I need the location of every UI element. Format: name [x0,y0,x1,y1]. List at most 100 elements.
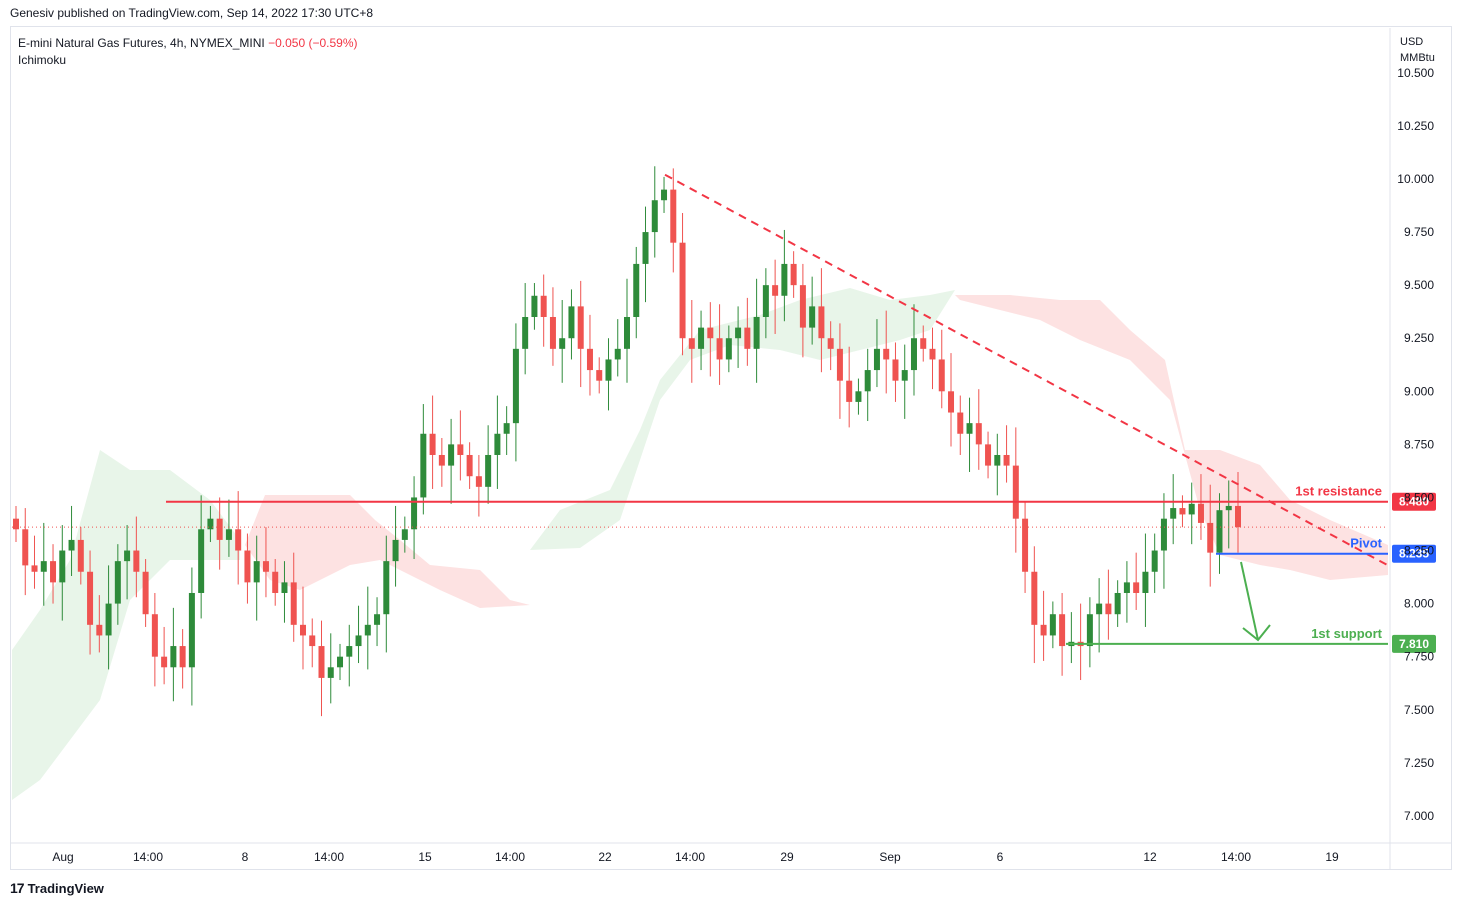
support-price-tag-bg [1392,634,1436,653]
chart-frame [10,26,1452,870]
candle-body [920,338,927,349]
candle-body [827,338,834,349]
candle [1022,501,1029,593]
candle-body [364,624,371,636]
y-tick-label: 9.500 [1404,278,1434,292]
candle [429,395,436,489]
candle [179,629,186,689]
candle [1049,601,1056,649]
candle-body [1142,571,1149,593]
candle [346,624,353,687]
candle [1068,612,1075,664]
cloud-bullish-segment [12,450,240,800]
candle-body [624,316,630,349]
candle-body [151,614,158,657]
candle-body [411,497,418,530]
candle [503,406,510,455]
candle [411,476,418,560]
candle [466,442,473,489]
candle-body [299,624,306,636]
candle-body [614,348,621,360]
y-tick-label: 7.000 [1404,809,1434,823]
x-tick-label: 14:00 [675,850,705,864]
candle [244,533,251,604]
y-tick-label: 8.750 [1404,437,1434,451]
candle-body [374,614,381,625]
pivot-price-tag-text: 8.235 [1399,547,1429,561]
candle [1003,425,1010,483]
candle [1170,474,1177,545]
y-tick-label: 7.500 [1404,703,1434,717]
candle-body [910,338,917,371]
y-tick-label: 10.000 [1397,172,1434,186]
candle-body [466,454,473,477]
candle-body [420,433,427,498]
price-axis: 7.000 7.250 7.500 7.750 8.000 8.250 8.500 8.750… [1397,66,1434,823]
brand-name: TradingView [27,880,104,896]
candle [568,289,575,360]
y-tick-label: 8.000 [1404,597,1434,611]
candle [531,283,538,330]
candle-body [327,667,334,678]
candle [790,251,797,298]
candle-body [1059,614,1066,647]
candle [420,404,427,515]
indicator-name: Ichimoku [18,53,67,67]
candle-body [975,423,982,445]
candle [614,319,621,377]
candle-body [818,306,825,339]
candle [485,425,492,504]
candle [124,525,131,600]
candle [327,633,334,704]
candle [670,168,677,273]
pivot-price-tag: 8.235 [1392,544,1436,563]
y-tick-label: 10.500 [1397,66,1434,80]
candle [744,297,751,366]
candle-body [31,565,38,572]
candle [1123,561,1130,623]
candle-body [1170,508,1177,519]
candle-body [1225,505,1232,511]
candle-body [355,635,362,647]
candle-body [87,571,94,625]
candle-body [809,306,816,328]
candle [549,287,556,366]
candle-body [836,348,843,381]
x-tick-label: 14:00 [314,850,344,864]
candle-body [1123,582,1130,593]
candle [40,522,47,606]
candle-body [1235,505,1241,528]
cloud-bearish-segment [245,495,530,608]
candle-body [651,200,658,233]
y-tick-label: 9.750 [1404,225,1434,239]
footer-brand[interactable]: 17 TradingView [10,880,104,896]
unit-label: MMBtu [1400,52,1435,64]
candle [586,314,593,396]
candle-body [244,550,251,583]
candle [651,166,658,258]
candle [68,505,75,577]
support-price-tag-text: 7.810 [1399,637,1429,651]
candle-body [124,550,131,562]
candle-body [716,338,723,360]
y-tick-label: 9.250 [1404,331,1434,345]
candle [994,433,1001,496]
candle [13,505,19,543]
y-tick-label: 7.250 [1404,756,1434,770]
y-tick-label: 8.500 [1404,490,1434,504]
candle-body [50,561,57,583]
support-price-tag: 7.810 [1392,634,1436,653]
candle [281,561,288,623]
candle-body [586,348,593,371]
candle [1225,480,1232,549]
candle [1105,569,1112,640]
candle-body [448,444,455,466]
candle-body [744,327,751,349]
candle [1031,546,1038,664]
candle-body [457,444,464,455]
candle [892,342,899,402]
candle-body [272,571,279,593]
candle [235,491,242,585]
candle-body [522,316,529,349]
